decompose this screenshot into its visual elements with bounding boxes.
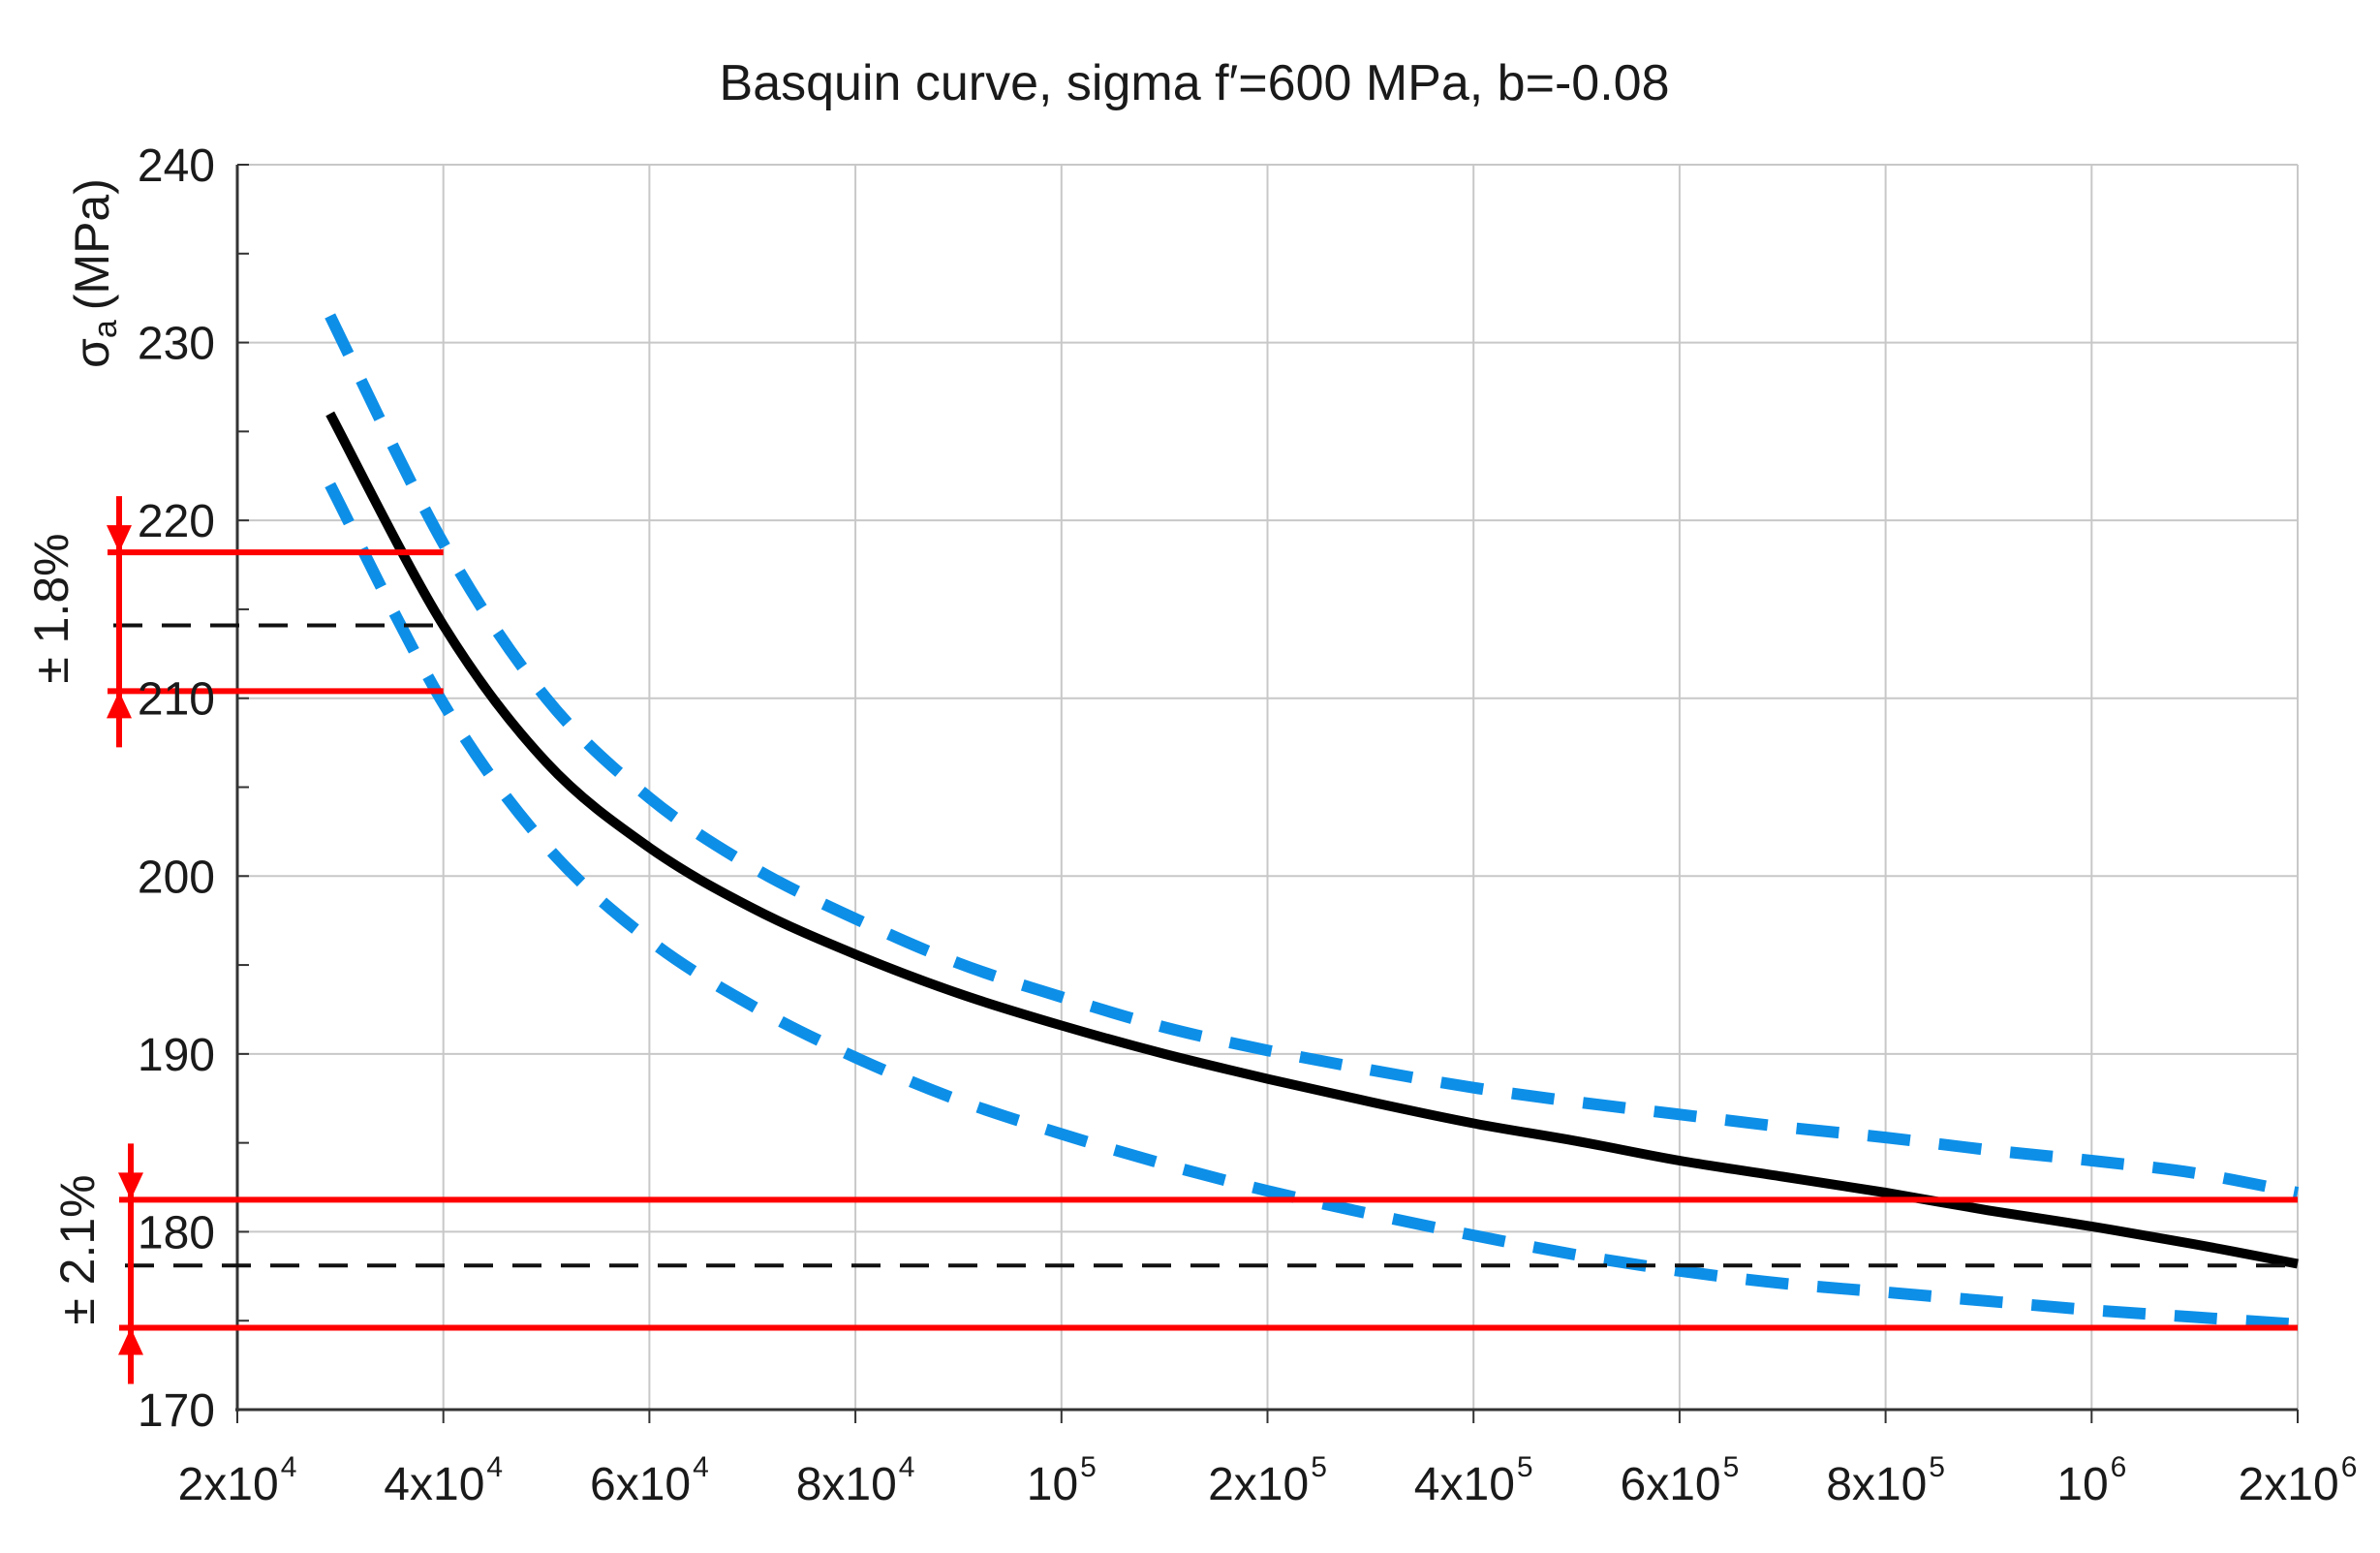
y-axis-unit: (MPa)	[65, 178, 119, 310]
y-tick-label: 190	[138, 1030, 215, 1081]
x-tick-exponent: 5	[1080, 1451, 1097, 1483]
y-tick-label: 200	[138, 852, 215, 903]
x-tick-exponent: 6	[2111, 1451, 2127, 1483]
series-layer	[325, 313, 2300, 1330]
x-tick-base: 6x10	[590, 1459, 691, 1510]
y-tick-label: 230	[138, 319, 215, 370]
x-tick-base: 8x10	[796, 1459, 897, 1510]
x-tick-base: 2x10	[178, 1459, 279, 1510]
axes	[235, 164, 2299, 1423]
x-tick-label: 105	[1027, 1451, 1097, 1510]
x-tick-label: 8x104	[796, 1451, 915, 1510]
x-tick-base: 4x10	[384, 1459, 484, 1510]
tolerance-arrowhead	[118, 1327, 143, 1355]
upper-bound-series	[325, 313, 2300, 1198]
x-tick-label: 2x104	[178, 1451, 297, 1510]
x-tick-label: 2x105	[1208, 1451, 1327, 1510]
x-tick-base: 10	[1027, 1459, 1078, 1510]
y-tick-label: 240	[138, 140, 215, 192]
x-tick-label: 4x105	[1414, 1451, 1533, 1510]
y-tick-label: 210	[138, 674, 215, 726]
y-tick-label: 220	[138, 496, 215, 547]
lower-bound-series	[325, 481, 2299, 1330]
tolerance-label: ± 1.8%	[24, 533, 78, 683]
tolerance-label: ± 2.1%	[50, 1174, 105, 1324]
x-tick-exponent: 5	[1723, 1451, 1740, 1483]
x-tick-exponent: 5	[1929, 1451, 1945, 1483]
y-axis-label: σa (MPa)	[65, 178, 124, 368]
y-tick-label: 180	[138, 1207, 215, 1258]
x-tick-label: 8x105	[1826, 1451, 1945, 1510]
x-tick-label: 2x106	[2239, 1451, 2358, 1510]
x-tick-base: 6x10	[1621, 1459, 1721, 1510]
x-tick-exponent: 4	[486, 1451, 503, 1483]
x-tick-exponent: 4	[281, 1451, 297, 1483]
x-tick-exponent: 5	[1311, 1451, 1327, 1483]
x-tick-label: 6x105	[1621, 1451, 1740, 1510]
x-tick-label: 106	[2056, 1451, 2126, 1510]
tolerance-arrowhead	[107, 525, 132, 553]
y-tick-label: 170	[138, 1385, 215, 1437]
x-tick-base: 4x10	[1414, 1459, 1515, 1510]
x-tick-exponent: 4	[693, 1451, 709, 1483]
x-tick-label: 4x104	[384, 1451, 503, 1510]
tolerance-arrowhead	[118, 1172, 143, 1200]
grid	[237, 164, 2299, 1410]
tolerance-arrowhead	[107, 691, 132, 719]
x-tick-label: 6x104	[590, 1451, 709, 1510]
tolerance-bands: ± 1.8% ± 2.1%	[24, 496, 2298, 1384]
y-axis-symbol: σ	[65, 338, 119, 368]
x-tick-exponent: 4	[899, 1451, 915, 1483]
x-tick-base: 2x10	[2239, 1459, 2339, 1510]
basquin-curve-series	[325, 411, 2299, 1269]
x-tick-base: 10	[2056, 1459, 2108, 1510]
y-axis-subscript: a	[87, 320, 124, 338]
x-tick-base: 8x10	[1826, 1459, 1927, 1510]
chart-title: Basquin curve, sigma f′=600 MPa, b=-0.08	[720, 55, 1670, 111]
x-tick-exponent: 5	[1517, 1451, 1533, 1483]
x-tick-base: 2x10	[1208, 1459, 1309, 1510]
x-tick-exponent: 6	[2341, 1451, 2358, 1483]
